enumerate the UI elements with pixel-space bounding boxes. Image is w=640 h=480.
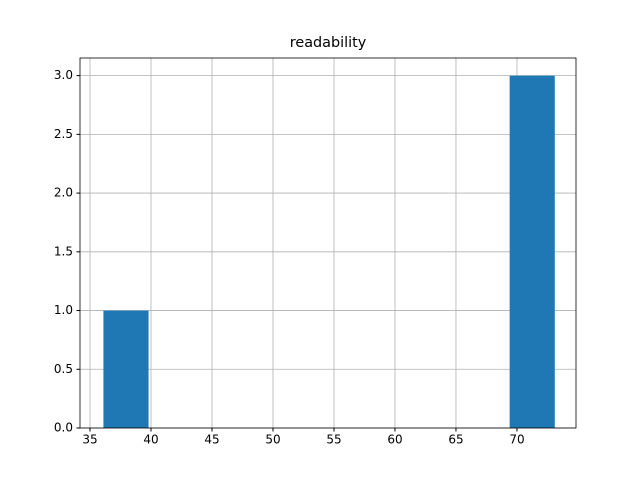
chart-title: readability (290, 35, 367, 51)
y-tick-label: 3.0 (54, 68, 73, 82)
x-tick-label: 45 (204, 433, 219, 447)
x-tick-label: 55 (326, 433, 341, 447)
x-tick-label: 65 (448, 433, 463, 447)
y-tick-label: 0.0 (54, 421, 73, 435)
bar (509, 75, 555, 428)
y-tick-label: 1.0 (54, 303, 73, 317)
x-tick-label: 35 (82, 433, 97, 447)
y-tick-label: 2.0 (54, 186, 73, 200)
y-tick-label: 0.5 (54, 362, 73, 376)
x-tick-label: 40 (143, 433, 158, 447)
x-tick-label: 60 (387, 433, 402, 447)
x-tick-label: 50 (265, 433, 280, 447)
y-tick-label: 2.5 (54, 127, 73, 141)
axes-frame (79, 57, 577, 429)
bar (103, 310, 149, 428)
x-tick-label: 70 (509, 433, 524, 447)
y-tick-label: 1.5 (54, 244, 73, 258)
